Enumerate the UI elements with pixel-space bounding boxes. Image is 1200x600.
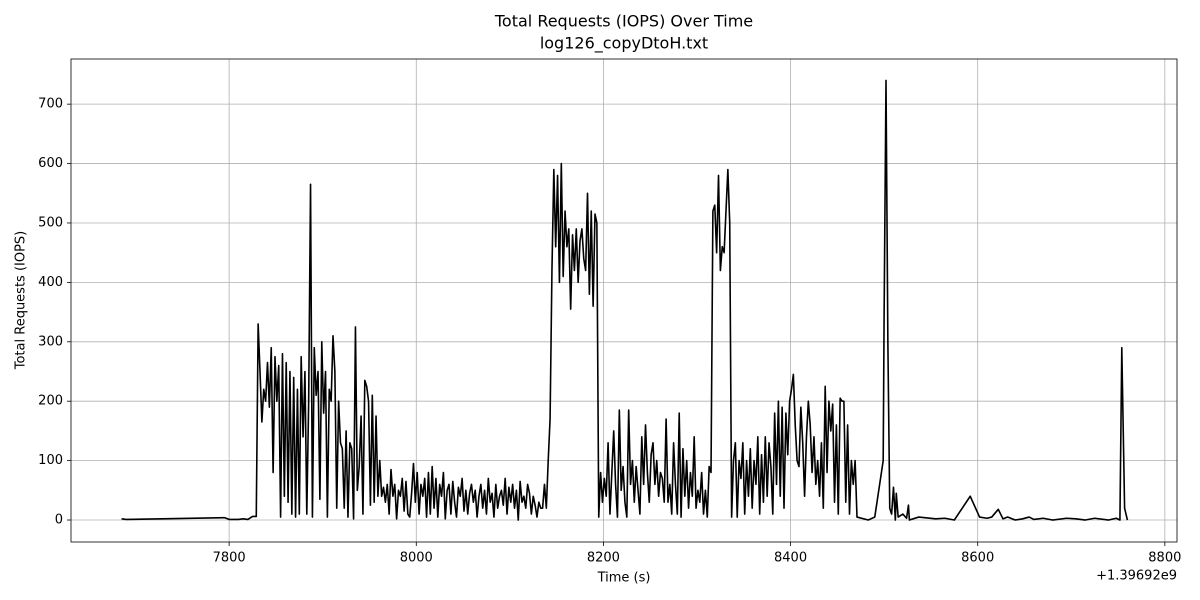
chart-subtitle: log126_copyDtoH.txt [540,34,708,54]
grid [71,59,1177,542]
axes-frame [70,58,1178,543]
x-tick-label: 8200 [587,551,620,566]
x-tick-label: 8000 [400,551,433,566]
y-tick-label: 500 [38,215,63,230]
x-axis-label: Time (s) [597,571,651,586]
x-tick-label: 8600 [961,551,994,566]
data-line [121,79,1129,521]
y-tick-label: 0 [55,513,63,528]
x-tick-label: 7800 [213,551,246,566]
y-tick-label: 300 [38,334,63,349]
x-tick-label: 8800 [1148,551,1181,566]
y-tick-label: 600 [38,156,63,171]
y-tick-label: 400 [38,275,63,290]
x-tick-label: 8400 [774,551,807,566]
plot [121,79,1129,521]
chart-title: Total Requests (IOPS) Over Time [494,12,753,31]
y-tick-label: 200 [38,394,63,409]
y-tick-label: 100 [38,453,63,468]
y-axis-label: Total Requests (IOPS) [14,231,29,371]
y-tick-label: 700 [38,97,63,112]
x-offset-label: +1.39692e9 [1096,569,1177,584]
